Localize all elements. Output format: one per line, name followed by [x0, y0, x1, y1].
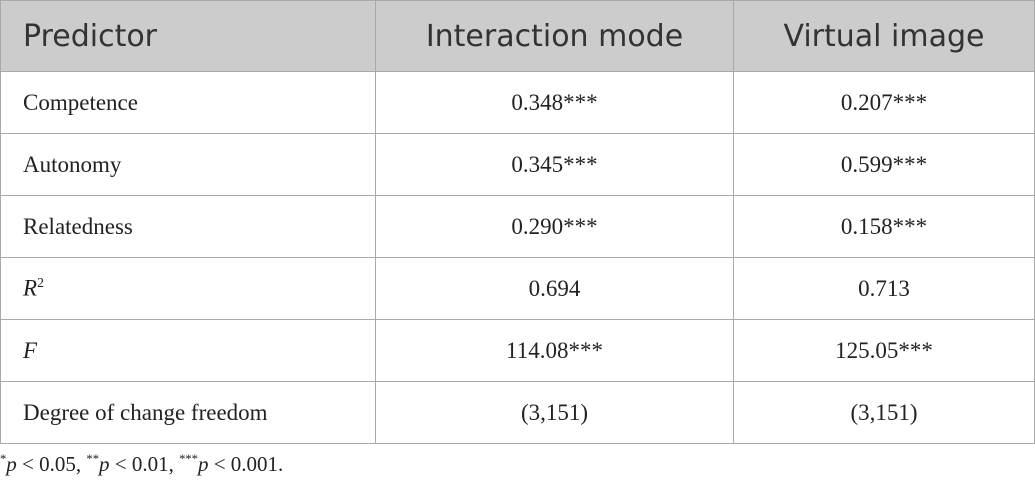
table-cell: (3,151)	[733, 381, 1035, 444]
text-part: **	[86, 452, 99, 466]
table-cell: Relatedness	[0, 195, 376, 258]
header-cell: Predictor	[0, 0, 376, 72]
table-row: Degree of change freedom (3,151) (3,151)	[0, 381, 1035, 444]
text-part: F	[23, 337, 38, 363]
text-part: R	[23, 275, 38, 301]
table-cell: Autonomy	[0, 133, 376, 196]
text-part: *	[0, 452, 7, 466]
text-part: < 0.01,	[109, 452, 180, 476]
table-cell: F	[0, 319, 376, 382]
header-cell: Virtual image	[733, 0, 1035, 72]
text-part: p	[98, 452, 110, 476]
text-part: p	[6, 452, 17, 476]
table-cell: 0.713	[733, 257, 1035, 320]
table-cell: 0.158***	[733, 195, 1035, 258]
table-cell: 0.348***	[375, 71, 734, 134]
table-row: Competence 0.348*** 0.207***	[0, 71, 1035, 134]
text-part: 2	[37, 275, 44, 291]
table-row: Relatedness 0.290*** 0.158***	[0, 195, 1035, 258]
text-part: < 0.05,	[16, 452, 87, 476]
text-part: ***	[179, 452, 198, 466]
table-cell: Competence	[0, 71, 376, 134]
text-part: p	[197, 452, 209, 476]
footnote: *p < 0.05, **p < 0.01, ***p < 0.001.	[0, 452, 283, 477]
table-cell: 125.05***	[733, 319, 1035, 382]
header-row: Predictor Interaction mode Virtual image	[0, 0, 1035, 72]
table-row: F 114.08*** 125.05***	[0, 319, 1035, 382]
table-row: Autonomy 0.345*** 0.599***	[0, 133, 1035, 196]
table-cell: (3,151)	[375, 381, 734, 444]
text-part: < 0.001.	[208, 452, 284, 476]
table-cell: Degree of change freedom	[0, 381, 376, 444]
results-table: Predictor Interaction mode Virtual image C…	[0, 0, 1035, 444]
table-row: R2 0.694 0.713	[0, 257, 1035, 320]
table-body: Competence 0.348*** 0.207*** Autonomy 0.345*…	[0, 71, 1035, 444]
header-cell: Interaction mode	[375, 0, 734, 72]
table-cell: 0.290***	[375, 195, 734, 258]
table-cell: 0.694	[375, 257, 734, 320]
table-cell: R2	[0, 257, 376, 320]
table-cell: 114.08***	[375, 319, 734, 382]
table-cell: 0.345***	[375, 133, 734, 196]
table-cell: 0.207***	[733, 71, 1035, 134]
table-cell: 0.599***	[733, 133, 1035, 196]
